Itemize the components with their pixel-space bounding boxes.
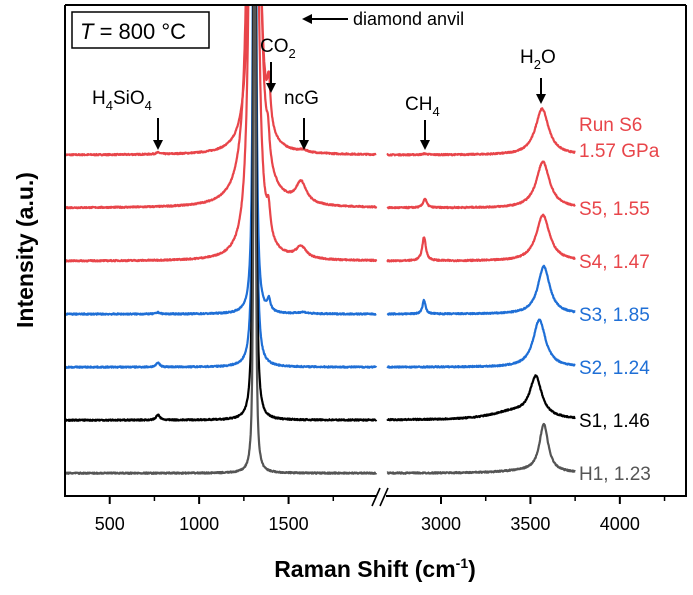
axis-break-mark [371,487,389,507]
spectrum-line-s3 [65,5,576,316]
x-axis-title: Raman Shift (cm-1) [274,555,476,582]
diamond-anvil-annotation: diamond anvil [302,9,464,29]
co2-annotation: CO2 [260,36,296,93]
plot-frame [64,4,687,497]
series-label: S2, 1.24 [579,358,650,379]
series-label: H1, 1.23 [579,464,651,485]
x-axis-ticks: 500 1000 1500 3000 3500 4000 [95,496,666,534]
series-label: S4, 1.47 [579,252,650,273]
spectrum-line-s1 [65,5,576,422]
svg-text:CO2: CO2 [260,36,296,61]
x-tick-label: 1500 [269,514,309,534]
y-axis-title: Intensity (a.u.) [12,172,38,328]
spectrum-line-run-s6 [65,5,576,157]
spectrum-line-s4 [65,5,576,263]
spectrum-line-s2 [65,5,576,369]
h4sio4-annotation: H4SiO4 [92,88,163,150]
ncg-annotation: ncG [284,88,319,150]
svg-text:CH4: CH4 [405,94,440,119]
svg-text:T = 800 °C: T = 800 °C [80,19,186,44]
series-label: S1, 1.46 [579,411,650,432]
series-label: S5, 1.55 [579,199,650,220]
x-tick-label: 500 [95,514,125,534]
arrow-down-icon [299,140,309,150]
svg-text:H2O: H2O [520,47,556,72]
arrow-left-icon [302,14,312,24]
h2o-annotation: H2O [520,47,556,104]
temperature-box: T = 800 °C [71,11,210,49]
spectrum-line-h1 [65,5,576,475]
arrow-down-icon [266,83,276,93]
spectra-group [65,5,576,475]
arrow-down-icon [536,94,546,104]
arrow-down-icon [420,140,430,150]
x-tick-label: 3500 [510,514,550,534]
svg-text:H4SiO4: H4SiO4 [92,88,152,113]
series-labels: Run S6 1.57 GPa S5, 1.55 S4, 1.47 S3, 1.85 S2… [579,115,660,485]
series-label: S3, 1.85 [579,305,650,326]
svg-text:diamond anvil: diamond anvil [353,9,464,29]
svg-text:ncG: ncG [284,88,319,109]
arrow-down-icon [153,140,163,150]
spectrum-line-s5 [65,5,576,210]
series-label: Run S6 1.57 GPa [579,115,660,162]
x-tick-label: 1000 [179,514,219,534]
x-tick-label: 4000 [600,514,640,534]
ch4-annotation: CH4 [405,94,440,150]
x-tick-label: 3000 [421,514,461,534]
